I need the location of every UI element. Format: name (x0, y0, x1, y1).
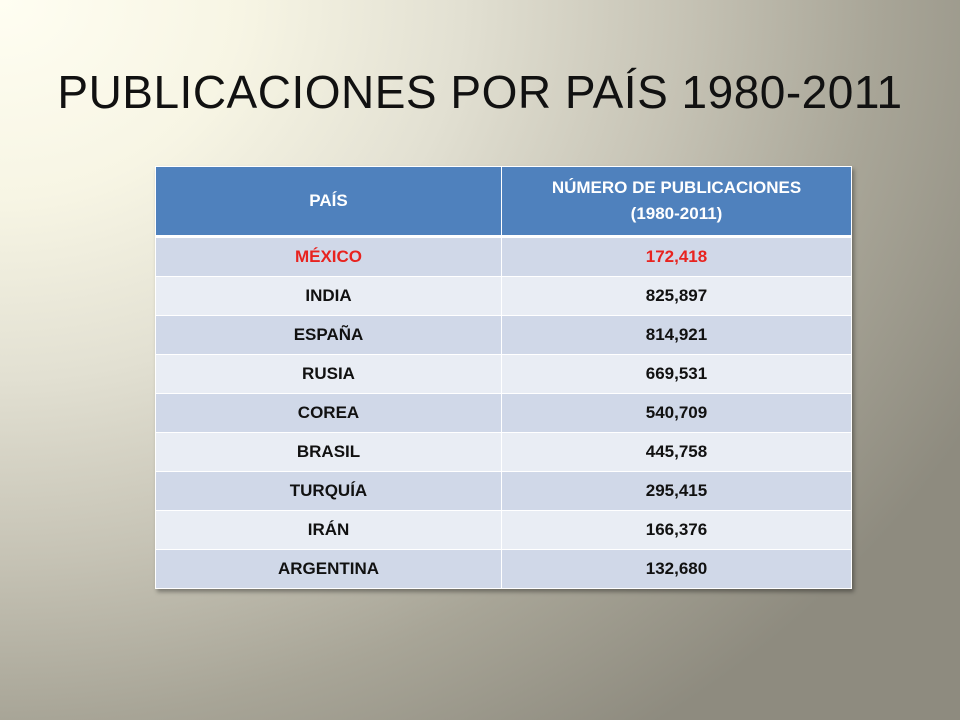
table-row: ESPAÑA 814,921 (155, 315, 852, 355)
slide-title: PUBLICACIONES POR PAÍS 1980-2011 (57, 66, 903, 118)
table-row: RUSIA 669,531 (155, 354, 852, 394)
header-row: PAÍS NÚMERO DE PUBLICACIONES (1980-2011) (155, 166, 852, 238)
country-cell: BRASIL (155, 432, 502, 472)
country-cell: ESPAÑA (155, 315, 502, 355)
country-cell: ARGENTINA (155, 549, 502, 589)
count-cell: 540,709 (501, 393, 852, 433)
table-row: TURQUÍA 295,415 (155, 471, 852, 511)
country-cell: TURQUÍA (155, 471, 502, 511)
country-cell: MÉXICO (155, 236, 502, 277)
count-cell: 825,897 (501, 276, 852, 316)
table-row: INDIA 825,897 (155, 276, 852, 316)
header-publication-count: NÚMERO DE PUBLICACIONES (1980-2011) (501, 166, 852, 238)
header-count-line2: (1980-2011) (630, 204, 723, 223)
count-cell: 172,418 (501, 236, 852, 277)
publications-table: PAÍS NÚMERO DE PUBLICACIONES (1980-2011)… (155, 166, 852, 589)
table-row: ARGENTINA 132,680 (155, 549, 852, 589)
count-cell: 814,921 (501, 315, 852, 355)
table-row: COREA 540,709 (155, 393, 852, 433)
country-cell: IRÁN (155, 510, 502, 550)
table-header: PAÍS NÚMERO DE PUBLICACIONES (1980-2011) (155, 166, 852, 238)
count-cell: 445,758 (501, 432, 852, 472)
country-cell: RUSIA (155, 354, 502, 394)
table-body: MÉXICO 172,418 INDIA 825,897 ESPAÑA 814,… (155, 236, 852, 589)
table-row: IRÁN 166,376 (155, 510, 852, 550)
country-cell: INDIA (155, 276, 502, 316)
count-cell: 132,680 (501, 549, 852, 589)
table-row: MÉXICO 172,418 (155, 236, 852, 277)
country-cell: COREA (155, 393, 502, 433)
count-cell: 295,415 (501, 471, 852, 511)
count-cell: 166,376 (501, 510, 852, 550)
header-country: PAÍS (155, 166, 502, 238)
count-cell: 669,531 (501, 354, 852, 394)
table-row: BRASIL 445,758 (155, 432, 852, 472)
header-count-line1: NÚMERO DE PUBLICACIONES (551, 178, 802, 197)
